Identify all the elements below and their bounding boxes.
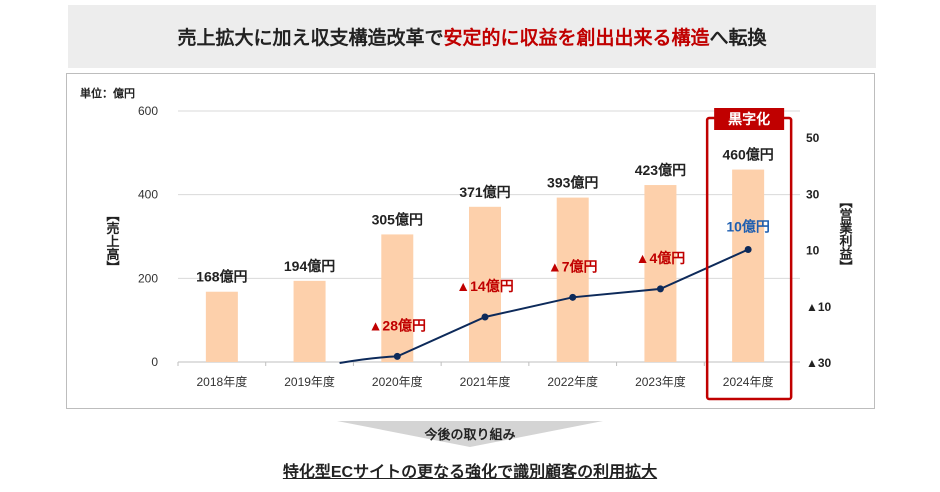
right-tick-label: 10 [806,244,820,258]
left-tick-label: 0 [151,355,158,369]
bar-label: 168億円 [196,269,247,285]
title-highlight: 安定的に収益を創出出来る構造 [443,28,710,49]
arrow-label: 今後の取り組み [424,427,516,442]
bar-2024年度 [732,169,765,362]
left-tick-label: 200 [138,271,158,285]
down-arrow-icon [337,421,603,447]
profit-point [744,246,752,253]
page-title: 売上拡大に加え収支構造改革で 安定的に収益を創出出来る構造 へ転換 [68,5,876,68]
bar-label: 194億円 [284,258,335,274]
bar-2018年度 [205,291,238,362]
category-label: 2024年度 [723,374,774,389]
category-label: 2018年度 [197,374,248,389]
bar-label: 460億円 [722,147,773,163]
category-label: 2021年度 [460,374,511,389]
right-tick-label: 50 [806,131,820,145]
category-label: 2020年度 [372,374,423,389]
title-prefix: 売上拡大に加え収支構造改革で [177,28,444,49]
conclusion-text: 特化型ECサイトの更なる強化で識別顧客の利用拡大 [282,464,658,481]
right-axis-title: 【営業利益】 [838,195,854,273]
bar-label: 371億円 [459,184,510,200]
bar-2022年度 [556,197,589,362]
bar-2023年度 [644,185,677,362]
profit-label: 10億円 [726,219,770,235]
left-tick-label: 400 [138,188,158,202]
bar-2020年度 [381,234,414,362]
profit-label: ▲4億円 [636,250,686,266]
bar-2019年度 [293,280,326,362]
category-label: 2023年度 [635,374,686,389]
title-suffix: へ転換 [709,28,767,49]
right-tick-label: 30 [806,187,820,201]
category-label: 2019年度 [284,374,335,389]
bar-2021年度 [469,206,501,362]
left-axis-title: 【売上高】 [105,209,120,274]
profit-label: ▲14億円 [456,278,513,294]
bar-label: 393億円 [547,175,598,191]
bar-label: 305億円 [372,211,423,227]
left-tick-label: 600 [138,104,158,118]
right-tick-label: ▲30 [806,356,832,370]
unit-label: 単位：億円 [80,86,135,100]
bar-label: 423億円 [635,162,686,178]
profit-point [481,313,489,321]
profit-line [339,248,749,364]
right-tick-label: ▲10 [806,300,832,314]
profit-label: ▲28億円 [369,317,426,333]
conclusion: 特化型ECサイトの更なる強化で識別顧客の利用拡大 [0,458,940,482]
highlight-label: 黒字化 [728,111,770,127]
profit-point [393,352,401,360]
profit-label: ▲7億円 [548,258,598,274]
category-label: 2022年度 [547,374,598,389]
profit-point [569,293,577,301]
chart-frame [66,73,875,409]
highlight-badge [714,108,785,130]
profit-point [656,285,664,293]
